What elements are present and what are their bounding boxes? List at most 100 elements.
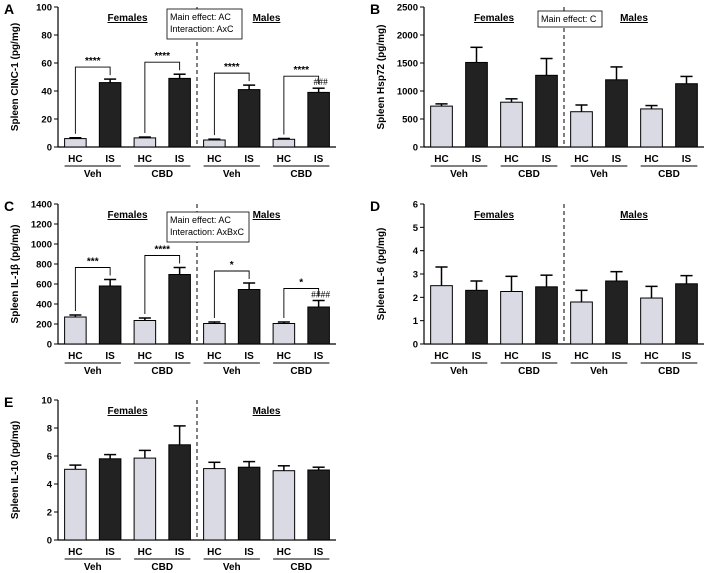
annotation-text: Interaction: AxBxC xyxy=(170,227,245,237)
x-tick-label: HC xyxy=(644,154,658,165)
significance-bracket xyxy=(213,72,250,136)
y-axis-label: Spleen IL-10 (pg/mg) xyxy=(10,421,21,519)
panel-letter: A xyxy=(4,1,14,17)
sex-label: Females xyxy=(107,13,147,24)
y-axis-label: Spleen CINC-1 (pg/mg) xyxy=(10,23,21,131)
annotation-text: Interaction: AxC xyxy=(170,24,234,34)
significance-label: *** xyxy=(87,257,99,268)
significance-label: **** xyxy=(224,62,240,73)
x-tick-label: HC xyxy=(138,154,152,165)
y-tick-label: 5 xyxy=(413,223,419,234)
annotation-box xyxy=(166,211,250,243)
x-tick-label: HC xyxy=(207,351,221,362)
y-tick-label: 600 xyxy=(36,280,52,291)
significance-bracket xyxy=(283,75,320,135)
x-tick-label: IS xyxy=(105,351,115,362)
bar xyxy=(133,320,157,345)
bar xyxy=(272,138,296,148)
y-tick-label: 1500 xyxy=(397,59,418,70)
y-tick-label: 6 xyxy=(413,200,418,211)
group-label: Veh xyxy=(223,562,241,573)
group-label: Veh xyxy=(84,169,102,180)
significance-label: **** xyxy=(154,51,170,62)
x-tick-label: IS xyxy=(542,154,552,165)
sex-label: Females xyxy=(107,210,147,221)
x-tick-label: HC xyxy=(68,547,82,558)
panel-letter: B xyxy=(370,1,380,17)
x-tick-label: IS xyxy=(314,154,324,165)
x-tick-label: HC xyxy=(434,154,448,165)
y-tick-label: 8 xyxy=(47,424,52,435)
sex-label: Males xyxy=(620,210,648,221)
group-label: Veh xyxy=(223,169,241,180)
y-tick-label: 1000 xyxy=(397,87,418,98)
bar xyxy=(64,468,87,541)
y-tick-label: 1 xyxy=(413,316,419,327)
sex-label: Males xyxy=(620,13,648,24)
x-tick-label: HC xyxy=(207,547,221,558)
sex-label: Females xyxy=(107,406,147,417)
x-tick-label: HC xyxy=(138,547,152,558)
y-tick-label: 100 xyxy=(36,3,52,14)
y-tick-label: 0 xyxy=(413,340,418,351)
y-tick-label: 40 xyxy=(41,87,52,98)
bar xyxy=(98,82,122,148)
annotation-text: Main effect: AC xyxy=(170,215,231,225)
x-tick-label: HC xyxy=(68,351,82,362)
x-tick-label: IS xyxy=(244,351,254,362)
bar xyxy=(640,108,663,148)
sex-label: Females xyxy=(474,13,514,24)
y-tick-label: 0 xyxy=(413,143,418,154)
x-tick-label: IS xyxy=(175,547,185,558)
significance-bracket xyxy=(74,267,111,311)
y-tick-label: 200 xyxy=(36,320,52,331)
significance-label: * xyxy=(230,260,234,271)
x-tick-label: HC xyxy=(68,154,82,165)
significance-label: **** xyxy=(293,65,309,76)
significance-bracket xyxy=(144,61,181,134)
y-axis-label: Spleen IL-1β (pg/mg) xyxy=(10,225,21,324)
bar xyxy=(133,137,157,148)
x-tick-label: HC xyxy=(277,351,291,362)
hash-label: #### xyxy=(311,291,330,301)
x-tick-label: IS xyxy=(314,547,324,558)
y-tick-label: 2500 xyxy=(397,3,418,14)
y-tick-label: 60 xyxy=(41,59,52,70)
bar xyxy=(430,105,453,148)
x-tick-label: IS xyxy=(612,154,622,165)
bar xyxy=(203,323,226,345)
y-tick-label: 4 xyxy=(413,246,419,257)
x-tick-label: HC xyxy=(277,547,291,558)
bar xyxy=(570,111,593,148)
bar xyxy=(133,457,157,541)
bar xyxy=(500,101,523,148)
y-tick-label: 6 xyxy=(47,452,52,463)
y-tick-label: 800 xyxy=(36,260,52,271)
y-tick-label: 3 xyxy=(413,270,418,281)
sex-label: Females xyxy=(474,210,514,221)
group-label: CBD xyxy=(151,366,173,377)
group-label: CBD xyxy=(518,366,540,377)
y-tick-label: 20 xyxy=(41,115,52,126)
y-tick-label: 2 xyxy=(47,508,52,519)
bar xyxy=(237,89,261,148)
sex-label: Males xyxy=(253,210,281,221)
sex-label: Males xyxy=(253,406,281,417)
hash-label: ### xyxy=(314,78,329,88)
group-label: CBD xyxy=(658,169,680,180)
panel-letter: E xyxy=(4,394,13,410)
bar xyxy=(465,289,488,345)
x-tick-label: IS xyxy=(682,154,692,165)
x-tick-label: HC xyxy=(574,351,588,362)
x-tick-label: HC xyxy=(574,154,588,165)
panel-letter: C xyxy=(4,198,14,214)
significance-bracket xyxy=(283,288,320,318)
group-label: CBD xyxy=(290,562,312,573)
bar xyxy=(640,297,663,345)
group-label: Veh xyxy=(590,169,608,180)
bar xyxy=(98,285,122,345)
panel-D: D Spleen IL-6 (pg/mg) 0 1 2 3 4 5 6 Females Males H… xyxy=(370,198,704,377)
bar xyxy=(605,280,628,345)
x-tick-label: IS xyxy=(612,351,622,362)
